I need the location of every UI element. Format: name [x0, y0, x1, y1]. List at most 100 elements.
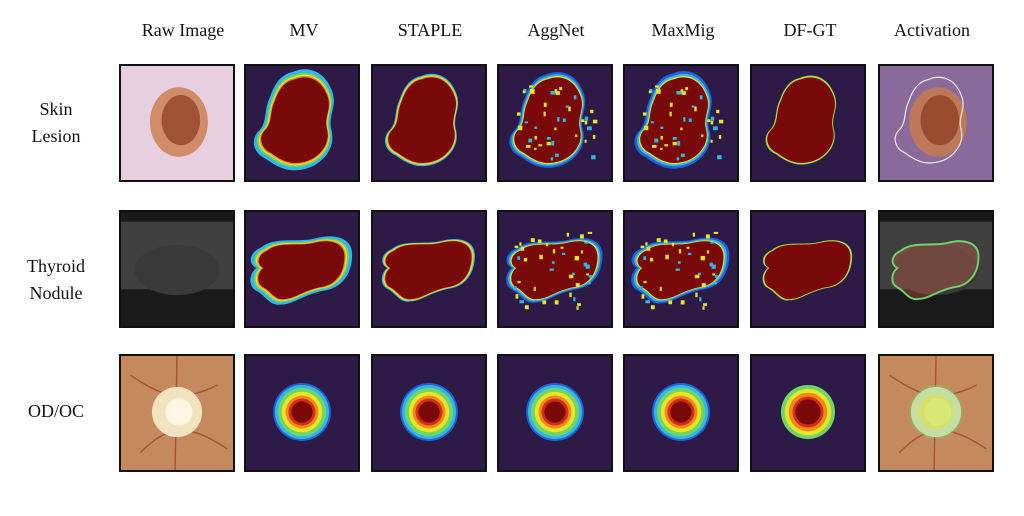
noise-speck	[522, 90, 526, 94]
noise-speck	[569, 292, 572, 298]
noise-speck	[584, 139, 587, 143]
noise-speck	[528, 138, 533, 143]
noise-speck	[639, 286, 643, 291]
noise-speck	[551, 140, 555, 146]
noise-speck	[591, 155, 596, 160]
noise-speck	[669, 111, 672, 117]
lesion-core	[767, 77, 836, 163]
noise-speck	[718, 119, 724, 124]
column-header-maxmig: MaxMig	[651, 20, 715, 40]
noise-speck	[524, 121, 528, 124]
noise-speck	[587, 231, 593, 234]
noise-speck	[574, 134, 578, 138]
skin-df-gt-panel	[750, 64, 866, 182]
noise-speck	[677, 140, 681, 146]
column-header-df-gt: DF-GT	[783, 20, 837, 40]
noise-speck	[526, 145, 531, 148]
noise-speck	[656, 238, 661, 242]
panel-image	[246, 212, 358, 326]
noise-speck	[665, 254, 669, 260]
odoc-df-gt-panel	[750, 354, 866, 472]
thyroid-df-gt-panel	[750, 210, 866, 328]
noise-speck	[650, 121, 654, 124]
panel-image	[625, 356, 737, 470]
noise-speck	[573, 95, 577, 100]
panel-image	[121, 356, 233, 470]
noise-speck	[680, 153, 685, 157]
noise-speck	[700, 255, 705, 261]
thyroid-mv-panel	[244, 210, 360, 328]
noise-speck	[699, 297, 702, 302]
noise-speck	[529, 85, 533, 88]
skin-aggnet-panel	[497, 64, 613, 182]
skin-raw-image-panel	[119, 64, 235, 182]
thyroid-maxmig-panel	[623, 210, 739, 328]
disc-ring	[418, 401, 440, 423]
noise-speck	[701, 283, 706, 287]
column-header-activation: Activation	[894, 20, 970, 40]
panel-image	[121, 212, 233, 326]
noise-speck	[660, 147, 663, 150]
noise-speck	[561, 252, 566, 256]
thyroid-aggnet-panel	[497, 210, 613, 328]
panel-image	[752, 356, 864, 470]
noise-speck	[713, 126, 718, 131]
noise-speck	[652, 145, 657, 148]
noise-speck	[562, 118, 566, 122]
noise-speck	[659, 286, 662, 291]
noise-speck	[660, 135, 663, 140]
column-header-staple: STAPLE	[397, 20, 463, 40]
noise-speck	[655, 85, 659, 88]
optic-disc-map	[400, 383, 458, 442]
noise-speck	[692, 232, 695, 237]
noise-speck	[530, 238, 535, 242]
disc-ring	[795, 399, 821, 425]
noise-speck	[688, 118, 692, 122]
panel-image	[499, 212, 611, 326]
noise-speck	[584, 116, 589, 121]
panel-image	[880, 66, 992, 180]
noise-speck	[685, 87, 689, 91]
noise-speck	[573, 297, 576, 302]
noise-speck	[554, 89, 558, 93]
noise-speck	[687, 252, 692, 256]
noise-speck	[655, 89, 661, 94]
noise-speck	[660, 126, 664, 129]
noise-speck	[705, 234, 710, 239]
panel-image	[752, 212, 864, 326]
noise-speck	[575, 283, 580, 287]
noise-speck	[534, 135, 537, 140]
skin-mv-panel	[244, 64, 360, 182]
noise-speck	[516, 112, 521, 116]
optic-disc-map	[526, 383, 584, 442]
row-label-odoc: OD/OC	[8, 398, 104, 425]
noise-speck	[700, 134, 704, 138]
disc-ring	[544, 401, 566, 423]
lesion-core	[261, 77, 330, 163]
noise-speck	[579, 234, 584, 239]
noise-speck	[669, 102, 673, 107]
noise-speck	[718, 134, 722, 139]
noise-speck	[642, 112, 647, 116]
noise-speck	[584, 241, 589, 244]
noise-speck	[546, 141, 551, 146]
lesion-core	[385, 241, 472, 300]
activation-outer	[908, 384, 964, 440]
noise-speck	[703, 303, 708, 306]
noise-speck	[717, 155, 722, 160]
noise-speck	[581, 119, 585, 122]
noise-speck	[671, 242, 675, 247]
noise-speck	[644, 125, 649, 131]
noise-speck	[646, 246, 651, 251]
noise-speck	[716, 109, 720, 114]
noise-speck	[676, 157, 680, 161]
noise-speck	[574, 255, 579, 261]
odoc-maxmig-panel	[623, 354, 739, 472]
skin-staple-panel	[371, 64, 487, 182]
noise-speck	[672, 141, 677, 146]
panel-image	[625, 66, 737, 180]
noise-speck	[572, 272, 575, 276]
noise-speck	[554, 300, 559, 305]
row-label-line: Nodule	[29, 283, 83, 303]
